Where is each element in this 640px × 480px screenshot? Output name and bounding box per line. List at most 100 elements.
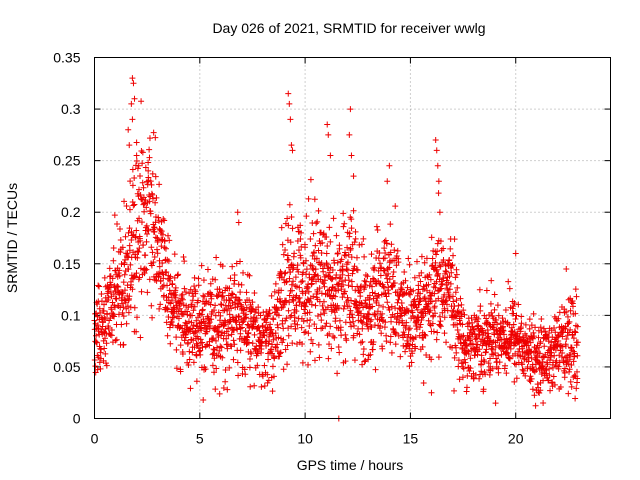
data-point (427, 307, 434, 314)
data-point (181, 285, 188, 292)
data-point (241, 307, 248, 314)
data-point (393, 253, 400, 260)
data-point (309, 265, 316, 272)
data-point (555, 338, 562, 345)
data-point (482, 371, 489, 378)
data-point (332, 315, 339, 322)
data-point (203, 298, 210, 305)
data-point (243, 314, 250, 321)
data-point (286, 299, 293, 306)
data-point (191, 303, 198, 310)
data-point (522, 321, 529, 328)
data-point (384, 178, 391, 185)
data-point (307, 235, 314, 242)
data-point (161, 244, 168, 251)
data-point (381, 245, 388, 252)
y-tick-label: 0.35 (53, 50, 80, 66)
data-point (202, 366, 209, 373)
data-point (152, 199, 159, 206)
data-point (146, 135, 153, 142)
data-point (412, 334, 419, 341)
data-point (483, 287, 490, 294)
data-point (552, 329, 559, 336)
data-point (346, 303, 353, 310)
data-point (320, 298, 327, 305)
data-point (383, 332, 390, 339)
data-point (437, 318, 444, 325)
data-point (432, 284, 439, 291)
data-point (425, 317, 432, 324)
data-point (518, 320, 525, 327)
data-point (437, 323, 444, 330)
data-point (158, 243, 165, 250)
data-point (112, 337, 119, 344)
data-point (265, 356, 272, 363)
data-point (448, 269, 455, 276)
y-tick-label: 0.25 (53, 153, 80, 169)
data-point (574, 323, 581, 330)
data-point (344, 259, 351, 266)
data-point (275, 334, 282, 341)
data-point (434, 162, 441, 169)
data-point (277, 349, 284, 356)
data-point (288, 213, 295, 220)
data-point (128, 237, 135, 244)
data-point (101, 314, 108, 321)
data-point (415, 301, 422, 308)
data-point (243, 289, 250, 296)
data-point (145, 159, 152, 166)
data-point (458, 313, 465, 320)
data-point (486, 371, 493, 378)
data-point (386, 162, 393, 169)
data-point (357, 310, 364, 317)
data-point (380, 303, 387, 310)
data-point (98, 290, 105, 297)
data-point (370, 275, 377, 282)
data-point (191, 329, 198, 336)
data-point (116, 289, 123, 296)
data-point (137, 237, 144, 244)
data-point (405, 255, 412, 262)
data-point (212, 276, 219, 283)
data-point (431, 303, 438, 310)
data-point (219, 354, 226, 361)
data-point (364, 273, 371, 280)
data-point (527, 339, 534, 346)
data-point (129, 166, 136, 173)
data-point (146, 276, 153, 283)
data-point (361, 253, 368, 260)
data-point (450, 307, 457, 314)
data-point (383, 240, 390, 247)
data-point (170, 314, 177, 321)
data-point (372, 366, 379, 373)
data-point (131, 201, 138, 208)
data-point (343, 337, 350, 344)
data-point (129, 182, 136, 189)
data-point (277, 350, 284, 357)
data-point (506, 355, 513, 362)
data-point (280, 336, 287, 343)
data-point (323, 320, 330, 327)
data-point (350, 332, 357, 339)
data-point (345, 251, 352, 258)
data-point (265, 340, 272, 347)
data-point (442, 298, 449, 305)
data-point (109, 275, 116, 282)
data-point (185, 339, 192, 346)
data-point (435, 295, 442, 302)
data-point (226, 285, 233, 292)
data-point (411, 296, 418, 303)
data-point (357, 339, 364, 346)
data-point (454, 321, 461, 328)
data-point (286, 201, 293, 208)
data-point (327, 323, 334, 330)
data-point (478, 352, 485, 359)
data-point (299, 340, 306, 347)
data-point (193, 352, 200, 359)
data-point (540, 400, 547, 407)
data-point (390, 269, 397, 276)
data-point (528, 375, 535, 382)
data-point (236, 297, 243, 304)
data-point (378, 330, 385, 337)
data-point (118, 321, 125, 328)
